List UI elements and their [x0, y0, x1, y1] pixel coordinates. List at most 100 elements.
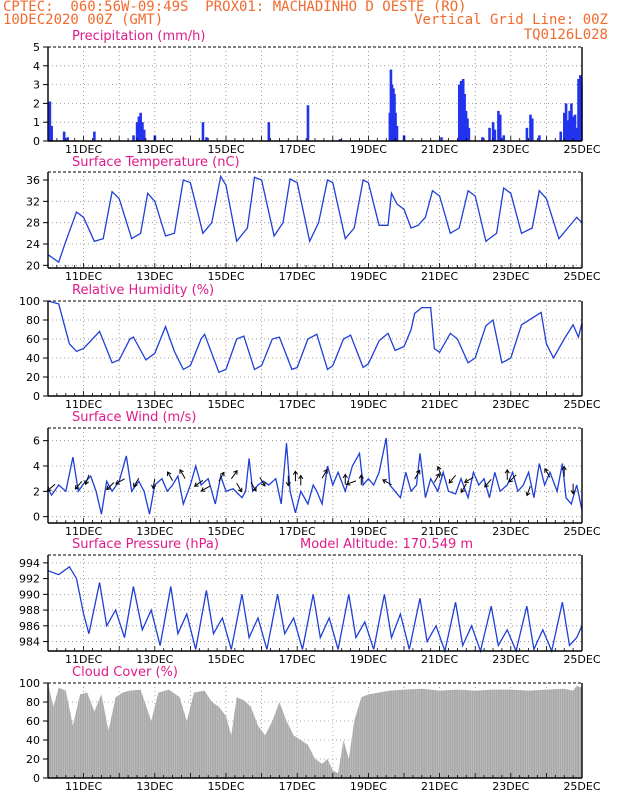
wind-arrow-head: [508, 477, 514, 483]
precip-bar: [525, 127, 529, 141]
temp-xtick-label: 15DEC: [207, 270, 244, 283]
precip-title: Precipitation (mm/h): [72, 29, 205, 44]
precip-bar: [66, 137, 69, 141]
rh-title: Relative Humidity (%): [72, 283, 214, 298]
cloud-ytick-label: 60: [26, 715, 40, 728]
wind-arrow-head: [115, 480, 120, 485]
wind-arrow-head: [261, 481, 266, 487]
precip-xtick-label: 13DEC: [136, 143, 173, 156]
wind-arrow: [167, 471, 174, 481]
wind-arrow-head: [415, 469, 421, 475]
wind-arrow: [382, 479, 392, 486]
precip-bar: [457, 84, 461, 141]
wind-arrow: [201, 485, 211, 492]
precip-ytick-label: 2: [33, 97, 40, 110]
cloud-xtick-label: 13DEC: [136, 780, 173, 793]
precip-bar: [502, 135, 506, 141]
wind-arrow: [460, 483, 467, 493]
precip-bar: [571, 116, 575, 141]
wind-arrow: [544, 468, 551, 478]
wind-arrow: [508, 474, 517, 483]
rh-xtick-label: 25DEC: [563, 398, 600, 411]
precip-bar: [394, 112, 397, 141]
wind-arrow-head: [166, 471, 172, 477]
wind-arrow: [194, 480, 204, 487]
precip-bar: [201, 122, 205, 141]
wind-ytick-label: 4: [33, 460, 40, 473]
rh-xtick-label: 15DEC: [207, 398, 244, 411]
wind-ytick-label: 6: [33, 435, 40, 448]
wind-arrow-head: [345, 480, 351, 486]
precip-bar: [137, 116, 141, 141]
precip-bar: [48, 101, 52, 141]
pres-xtick-label: 13DEC: [136, 653, 173, 666]
precip-xtick-label: 21DEC: [421, 143, 458, 156]
precip-xtick-label: 19DEC: [350, 143, 387, 156]
cloud-ytick-label: 0: [33, 772, 40, 785]
pres-xtick-label: 11DEC: [65, 653, 102, 666]
pres-ytick-label: 988: [19, 604, 40, 617]
wind-arrow: [250, 482, 257, 492]
precip-bar: [573, 114, 577, 141]
precip-bar: [575, 127, 579, 141]
header-line1: CPTEC: 060:56W-09:49S PROX01: MACHADINHO…: [3, 0, 467, 15]
wind-arrow: [133, 477, 140, 487]
header-date: 10DEC2020 00Z (GMT): [3, 12, 164, 28]
temp-xtick-label: 25DEC: [563, 270, 600, 283]
temp-xtick-label: 23DEC: [492, 270, 529, 283]
rh-ytick-label: 60: [26, 333, 40, 346]
wind-arrow: [179, 469, 186, 479]
rh-ytick-label: 80: [26, 314, 40, 327]
wind-title: Surface Wind (m/s): [72, 410, 196, 425]
wind-arrow-head: [220, 471, 225, 477]
wind-arrow-head: [525, 491, 531, 497]
precip-xtick-label: 17DEC: [279, 143, 316, 156]
wind-arrow-head: [460, 488, 466, 494]
precip-bar: [205, 137, 208, 141]
wind-arrow-head: [179, 468, 184, 474]
rh-series-line: [47, 300, 583, 374]
rh-xtick-label: 23DEC: [492, 398, 529, 411]
precip-bar: [530, 118, 534, 141]
temp-title: Surface Temperature (nC): [72, 155, 240, 170]
pres-xtick-label: 25DEC: [563, 653, 600, 666]
precip-bar: [497, 110, 500, 141]
wind-ytick-label: 0: [33, 511, 40, 524]
precip-bar: [466, 118, 469, 141]
precip-bar: [463, 94, 466, 141]
wind-arrow: [448, 474, 457, 484]
pres-ytick-label: 994: [19, 557, 40, 570]
wind-arrow-head: [106, 485, 111, 491]
temp-xtick-label: 21DEC: [421, 270, 458, 283]
cloud-xtick-label: 17DEC: [279, 780, 316, 793]
wind-ytick-label: 2: [33, 485, 40, 498]
precip-bar: [461, 78, 465, 141]
precip-ytick-label: 3: [33, 79, 40, 92]
header-grid-note: Vertical Grid Line: 00Z: [414, 12, 608, 28]
wind-arrow: [236, 482, 243, 492]
cloud-ytick-label: 100: [19, 677, 40, 690]
wind-arrow: [218, 472, 225, 482]
precip-bar: [93, 131, 96, 141]
wind-arrow-head: [561, 465, 567, 471]
wind-xtick-label: 25DEC: [563, 525, 600, 538]
wind-arrow-head: [133, 482, 138, 488]
wind-arrow: [526, 485, 531, 496]
wind-arrow-head: [382, 479, 387, 484]
precip-xtick-label: 23DEC: [492, 143, 529, 156]
rh-ytick-label: 0: [33, 390, 40, 403]
precip-bar: [488, 127, 491, 141]
cloud-ytick-label: 80: [26, 696, 40, 709]
precip-ytick-label: 4: [33, 60, 40, 73]
pres-ytick-label: 992: [19, 573, 40, 586]
precip-bar: [142, 129, 146, 141]
cloud-cover-area: [48, 683, 582, 778]
precip-bar: [563, 112, 566, 141]
wind-arrow: [230, 470, 238, 480]
wind-arrow-head: [358, 474, 364, 479]
wind-arrow: [346, 480, 357, 485]
wind-arrow: [85, 474, 90, 485]
wind-arrow: [75, 480, 83, 490]
temp-series-line: [47, 174, 583, 264]
